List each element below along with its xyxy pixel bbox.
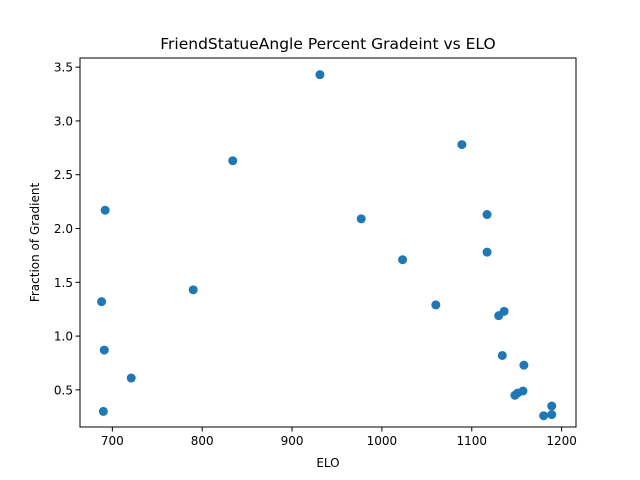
x-tick-label: 900 bbox=[281, 434, 304, 448]
data-points bbox=[97, 70, 557, 421]
scatter-point bbox=[315, 70, 325, 80]
scatter-point bbox=[100, 205, 110, 215]
y-tick-label: 3.5 bbox=[54, 61, 73, 75]
scatter-point bbox=[547, 410, 557, 420]
scatter-point bbox=[188, 285, 198, 295]
scatter-point bbox=[356, 214, 366, 224]
scatter-point bbox=[98, 406, 108, 416]
scatter-point bbox=[482, 247, 492, 257]
y-tick-label: 1.0 bbox=[54, 330, 73, 344]
x-axis-label: ELO bbox=[316, 456, 339, 470]
scatter-point bbox=[228, 156, 238, 166]
x-tick-label: 800 bbox=[191, 434, 214, 448]
scatter-point bbox=[482, 210, 492, 220]
scatter-point bbox=[126, 373, 136, 383]
x-tick-label: 1000 bbox=[367, 434, 398, 448]
scatter-point bbox=[539, 411, 549, 421]
y-tick-label: 3.0 bbox=[54, 114, 73, 128]
scatter-point bbox=[97, 297, 107, 307]
axis-ticks: 700 800 900 1000 1100 1200 0.5 1.0 1.5 2.0 2.5 3.0 3… bbox=[54, 61, 577, 448]
chart-title: FriendStatueAngle Percent Gradeint vs EL… bbox=[160, 35, 495, 53]
scatter-point bbox=[99, 345, 109, 355]
scatter-point bbox=[457, 140, 467, 150]
scatter-point bbox=[547, 401, 557, 411]
scatter-point bbox=[518, 386, 528, 396]
y-tick-label: 2.5 bbox=[54, 168, 73, 182]
scatter-point bbox=[431, 300, 441, 310]
x-tick-label: 700 bbox=[101, 434, 124, 448]
x-tick-label: 1100 bbox=[456, 434, 487, 448]
scatter-point bbox=[398, 255, 408, 265]
y-axis-label: Fraction of Gradient bbox=[28, 183, 42, 303]
scatter-point bbox=[519, 360, 529, 370]
y-tick-label: 0.5 bbox=[54, 383, 73, 397]
scatter-point bbox=[497, 350, 507, 360]
x-tick-label: 1200 bbox=[546, 434, 577, 448]
plot-area-frame bbox=[79, 57, 577, 428]
y-tick-label: 2.0 bbox=[54, 222, 73, 236]
y-tick-label: 1.5 bbox=[54, 276, 73, 290]
scatter-point bbox=[499, 306, 509, 316]
